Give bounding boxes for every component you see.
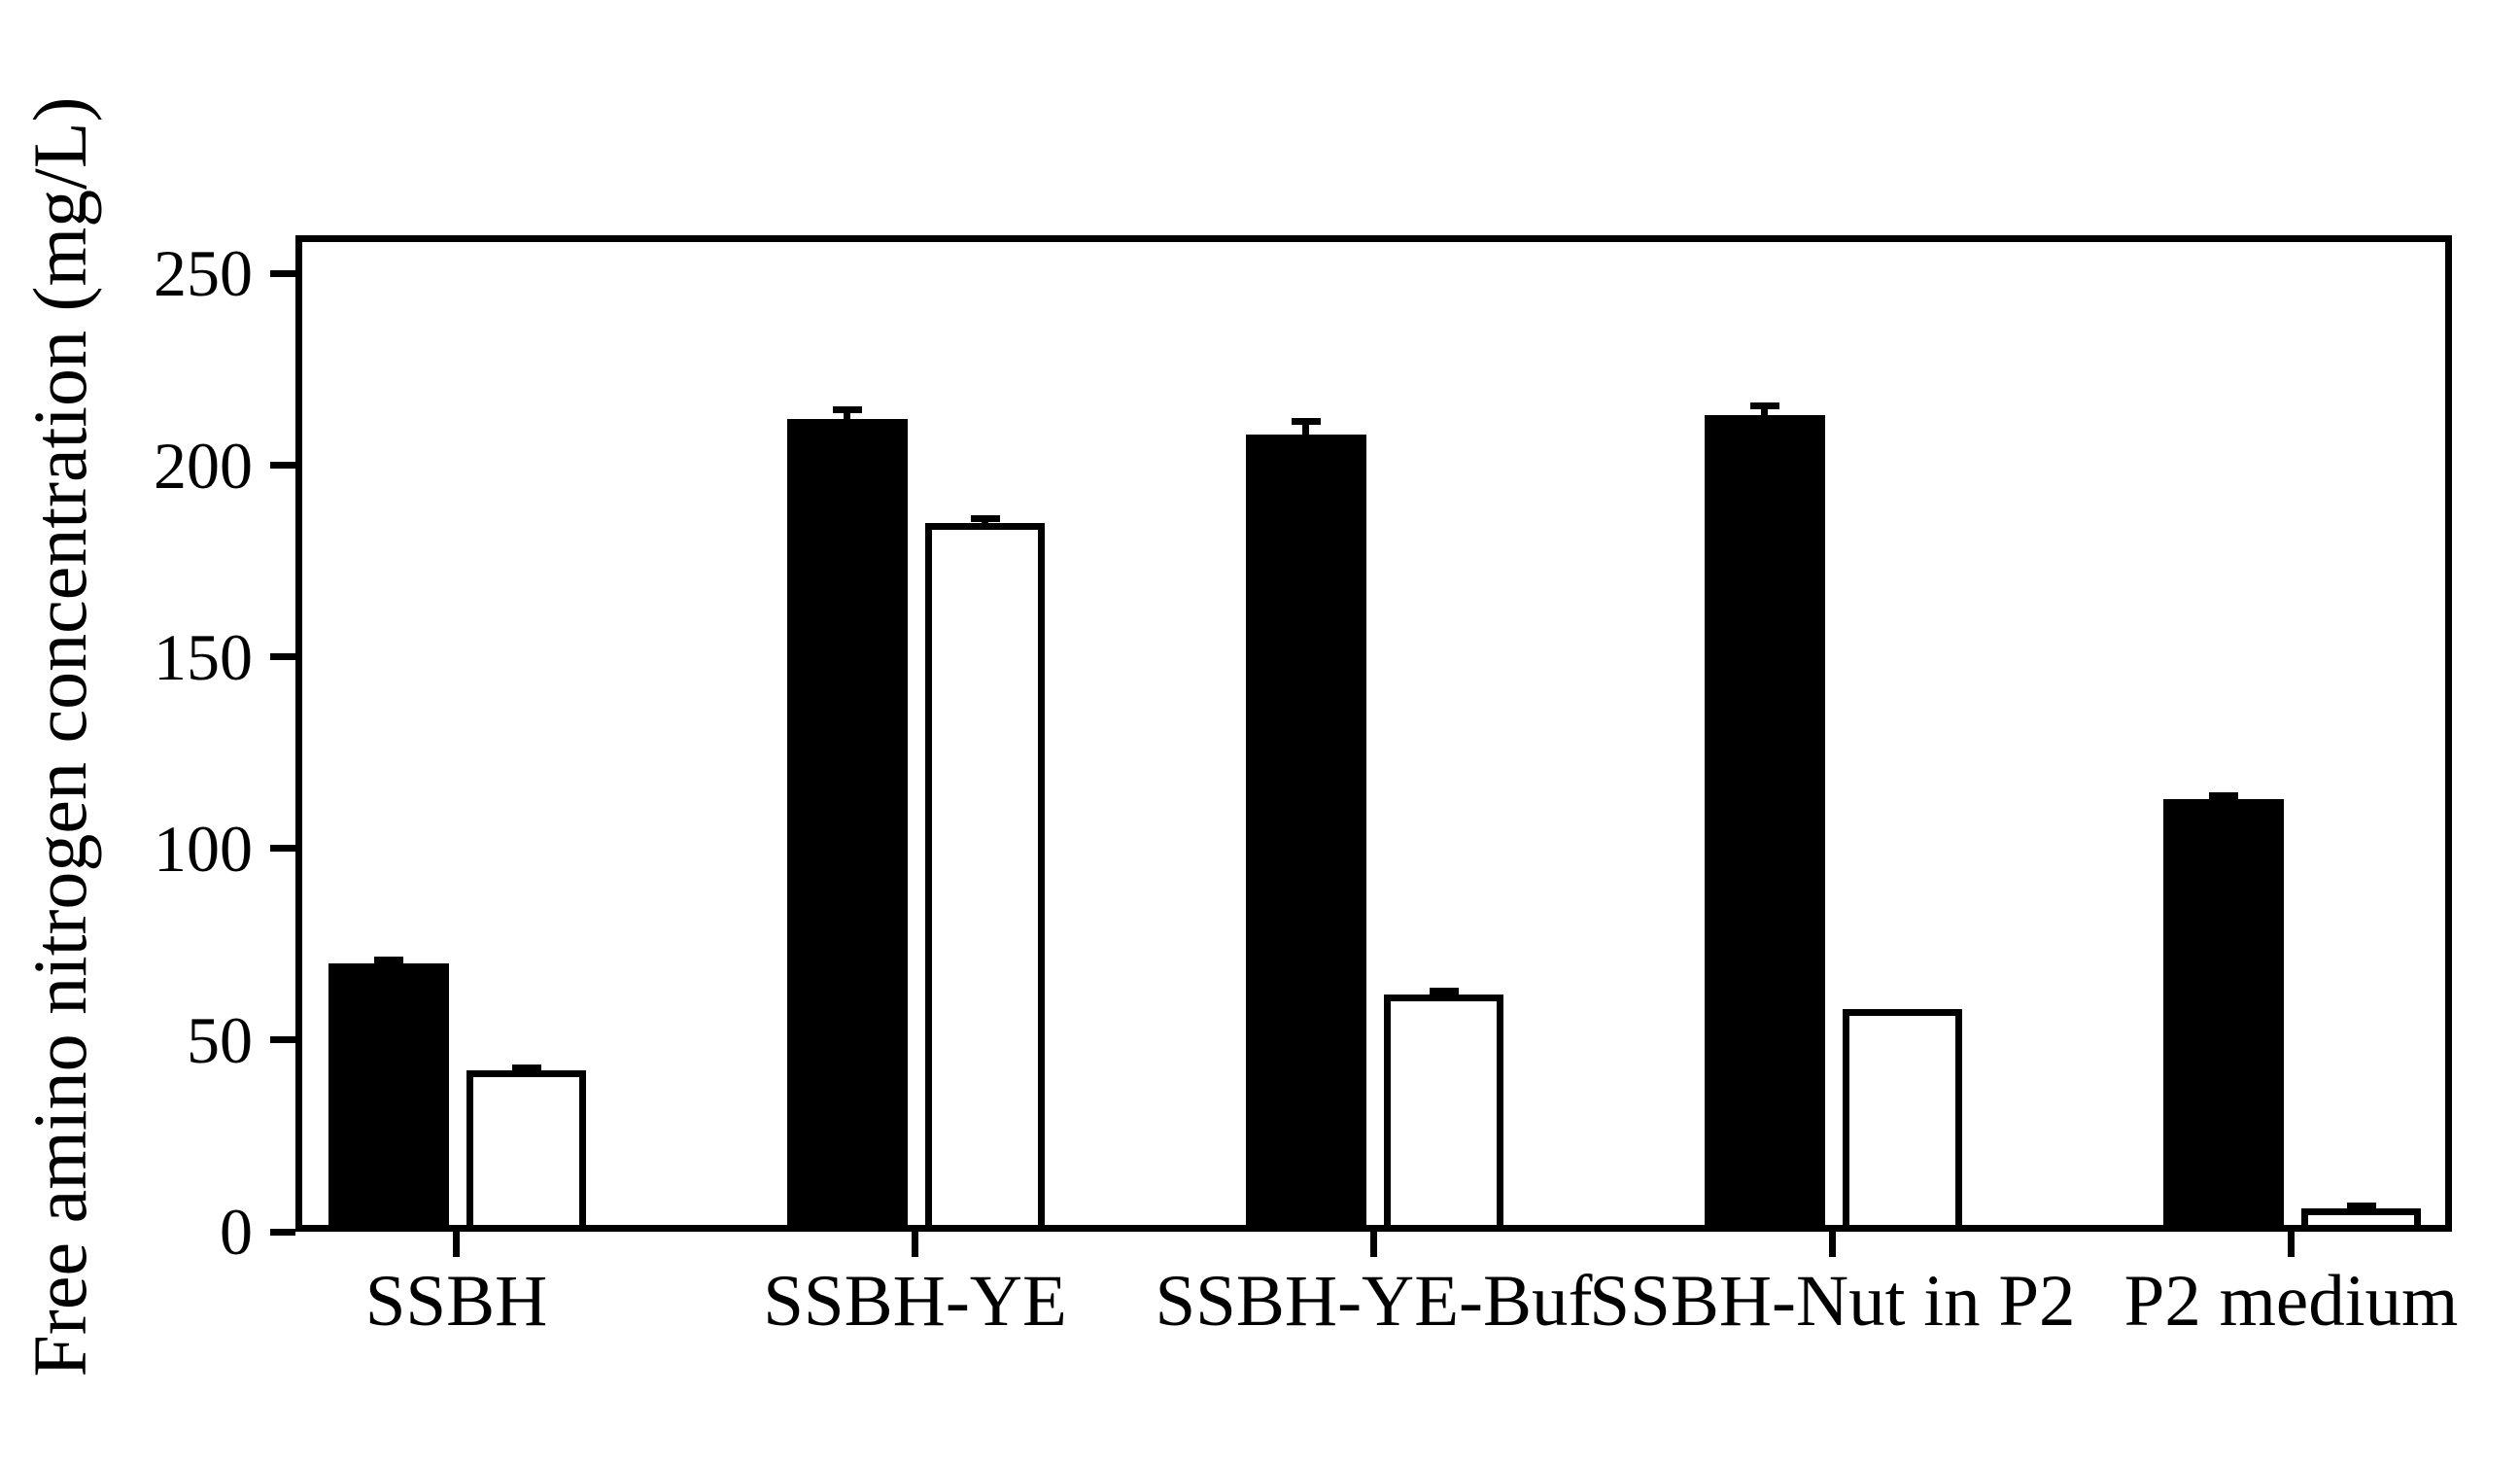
y-tick-label: 250 [154, 236, 253, 311]
error-bar-cap [970, 515, 1000, 523]
bar-white-SSBH-Nut-in-P2 [1842, 1009, 1962, 1232]
error-bar-cap [373, 957, 403, 964]
bar-white-P2-medium [2300, 1208, 2421, 1232]
y-axis-tick [270, 1036, 295, 1044]
bar-black-SSBH [328, 963, 449, 1232]
y-axis-tick [270, 462, 295, 470]
x-axis-tick [1829, 1232, 1836, 1257]
y-axis-tick [270, 1228, 295, 1236]
error-bar-whisker [1761, 405, 1768, 416]
y-tick-label: 200 [154, 428, 253, 503]
x-axis-tick [2288, 1232, 2295, 1257]
y-axis-tick [270, 269, 295, 277]
x-category-label: SSBH [364, 1261, 548, 1342]
bar-black-SSBH-YE [786, 419, 908, 1232]
x-axis-tick [453, 1232, 460, 1257]
error-bar-whisker [1302, 421, 1309, 435]
bar-white-SSBH-YE-Buf [1383, 994, 1503, 1232]
plot-frame [295, 235, 2452, 1232]
x-category-label: SSBH-YE-Buf [1155, 1261, 1593, 1342]
y-axis-tick [270, 653, 295, 661]
x-category-label: SSBH-YE [763, 1261, 1067, 1342]
error-bar-cap [832, 405, 862, 413]
bar-black-P2-medium [2162, 798, 2284, 1232]
bar-white-SSBH [466, 1070, 586, 1232]
x-category-label: SSBH-Nut in P2 [1589, 1261, 2076, 1342]
error-bar-whisker [844, 409, 850, 420]
y-axis-tick [270, 845, 295, 853]
y-tick-label: 50 [187, 1002, 253, 1077]
y-tick-label: 150 [154, 619, 253, 694]
error-bar-cap [2346, 1202, 2376, 1209]
x-axis-tick [912, 1232, 918, 1257]
error-bar-cap [1429, 987, 1459, 995]
error-bar-cap [511, 1064, 541, 1071]
error-bar-cap [1291, 417, 1321, 425]
y-tick-label: 0 [220, 1195, 253, 1269]
bar-black-SSBH-Nut-in-P2 [1704, 415, 1825, 1232]
bar-white-SSBH-YE [924, 522, 1045, 1232]
error-bar-cap [2208, 791, 2238, 799]
x-axis-tick [1370, 1232, 1377, 1257]
y-tick-label: 100 [154, 811, 253, 886]
bar-black-SSBH-YE-Buf [1245, 435, 1366, 1232]
x-category-label: P2 medium [2123, 1261, 2459, 1342]
error-bar-cap [1749, 401, 1779, 409]
